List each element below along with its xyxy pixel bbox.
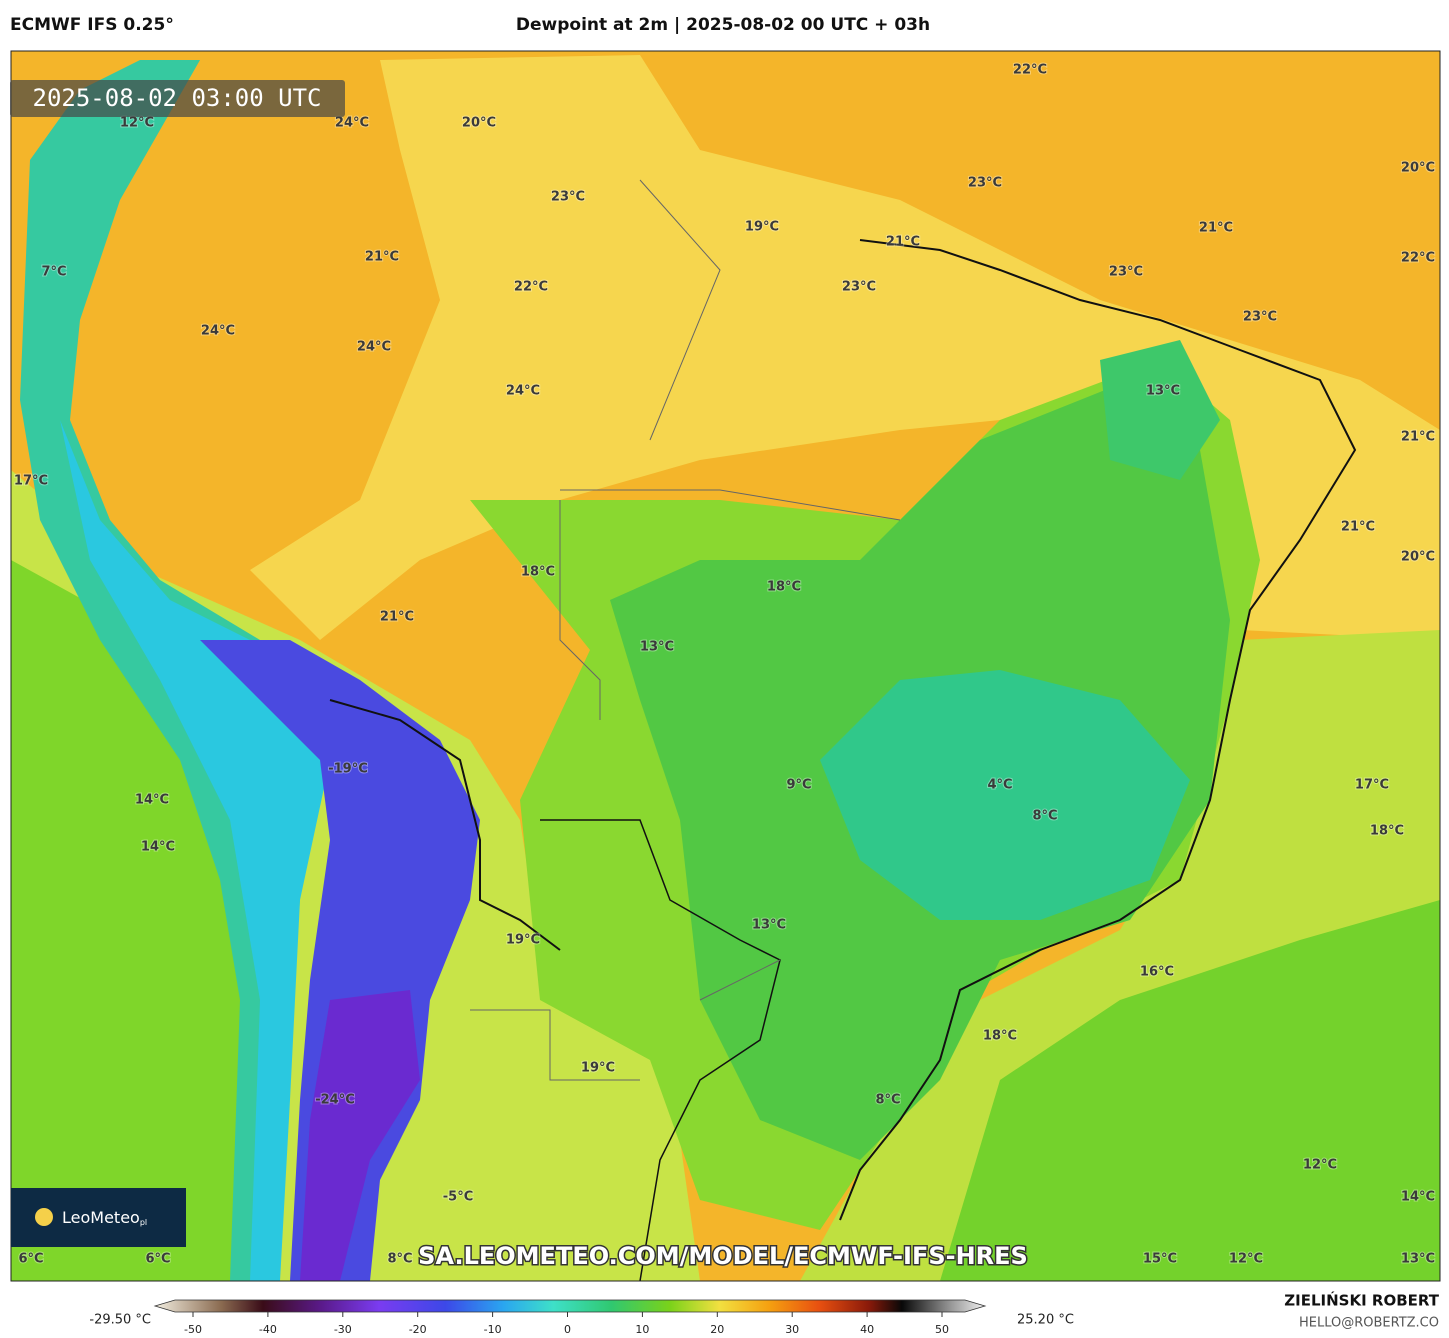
temperature-label: 4°C	[987, 778, 1012, 793]
temperature-label: 12°C	[1303, 1158, 1337, 1173]
temperature-label: 14°C	[141, 840, 175, 855]
temperature-label: 24°C	[506, 384, 540, 399]
temperature-label: 9°C	[786, 778, 811, 793]
watermark: SA.LEOMETEO.COM/MODEL/ECMWF-IFS-HRES	[418, 1242, 1028, 1270]
colorbar-tick-label: 0	[564, 1323, 571, 1336]
temperature-label: 22°C	[514, 280, 548, 295]
colorbar-max: 25.20 °C	[1017, 1313, 1074, 1328]
temperature-label: 19°C	[581, 1061, 615, 1076]
temperature-label: 8°C	[875, 1093, 900, 1108]
colorbar-tick-label: 50	[935, 1323, 949, 1336]
temperature-label: 22°C	[1013, 63, 1047, 78]
temperature-label: 6°C	[18, 1252, 43, 1267]
author-name: ZIELIŃSKI ROBERT	[1284, 1291, 1439, 1310]
colorbar-min: -29.50 °C	[89, 1313, 151, 1328]
temperature-label: 23°C	[968, 176, 1002, 191]
temperature-label: 21°C	[1341, 520, 1375, 535]
temperature-label: 6°C	[145, 1252, 170, 1267]
temperature-label: 18°C	[767, 580, 801, 595]
temperature-label: 14°C	[1401, 1190, 1435, 1205]
temperature-label: 19°C	[745, 220, 779, 235]
temperature-label: -24°C	[315, 1093, 355, 1108]
temperature-label: 21°C	[1401, 430, 1435, 445]
logo: LeoMeteopl	[62, 1208, 147, 1227]
temperature-label: 20°C	[1401, 550, 1435, 565]
temperature-label: 23°C	[1243, 310, 1277, 325]
temperature-label: 24°C	[201, 324, 235, 339]
logo-sun	[35, 1208, 53, 1226]
temperature-label: 23°C	[551, 190, 585, 205]
map-frame	[10, 50, 1441, 1282]
temperature-label: -5°C	[443, 1190, 473, 1205]
temperature-label: 17°C	[14, 474, 48, 489]
temperature-label: 13°C	[1401, 1252, 1435, 1267]
colorbar-tick-label: 40	[860, 1323, 874, 1336]
temperature-label: 17°C	[1355, 778, 1389, 793]
temperature-label: 23°C	[842, 280, 876, 295]
temperature-label: 12°C	[1229, 1252, 1263, 1267]
temperature-label: 24°C	[335, 116, 369, 131]
temperature-label: 21°C	[886, 235, 920, 250]
temperature-label: 24°C	[357, 340, 391, 355]
colorbar-tick-label: -30	[334, 1323, 352, 1336]
colorbar-tick-label: 10	[635, 1323, 649, 1336]
colorbar-tick-label: 30	[785, 1323, 799, 1336]
temperature-label: 7°C	[41, 265, 66, 280]
temperature-label: 12°C	[120, 116, 154, 131]
colorbar-tick-label: 20	[710, 1323, 724, 1336]
temperature-label: 21°C	[365, 250, 399, 265]
temperature-label: 23°C	[1109, 265, 1143, 280]
colorbar-tick-label: -40	[259, 1323, 277, 1336]
temperature-label: 13°C	[1146, 384, 1180, 399]
timestamp-box	[10, 80, 345, 117]
colorbar-tick-label: -10	[484, 1323, 502, 1336]
temperature-label: 16°C	[1140, 965, 1174, 980]
temperature-label: 8°C	[1032, 809, 1057, 824]
temperature-label: 13°C	[640, 640, 674, 655]
temperature-label: 20°C	[1401, 161, 1435, 176]
temperature-label: -19°C	[328, 762, 368, 777]
author-email: HELLO@ROBERTZ.CO	[1299, 1316, 1439, 1331]
temperature-label: 13°C	[752, 918, 786, 933]
temperature-label: 14°C	[135, 793, 169, 808]
temperature-label: 18°C	[983, 1029, 1017, 1044]
temperature-label: 21°C	[1199, 221, 1233, 236]
temperature-label: 18°C	[521, 565, 555, 580]
chart-title: Dewpoint at 2m | 2025-08-02 00 UTC + 03h	[516, 15, 930, 35]
temperature-label: 19°C	[506, 933, 540, 948]
timestamp: 2025-08-02 03:00 UTC	[33, 84, 322, 112]
map	[11, 51, 1440, 1281]
temperature-label: 20°C	[462, 116, 496, 131]
model-name: ECMWF IFS 0.25°	[10, 15, 174, 35]
colorbar: -50 -40 -30 -20 -10 0 10 20 30 40 50	[153, 1299, 987, 1336]
temperature-label: 18°C	[1370, 824, 1404, 839]
temperature-label: 22°C	[1401, 251, 1435, 266]
temperature-label: 21°C	[380, 610, 414, 625]
temperature-label: 8°C	[387, 1252, 412, 1267]
temperature-label: 15°C	[1143, 1252, 1177, 1267]
colorbar-tick-label: -50	[184, 1323, 202, 1336]
colorbar-tick-label: -20	[409, 1323, 427, 1336]
